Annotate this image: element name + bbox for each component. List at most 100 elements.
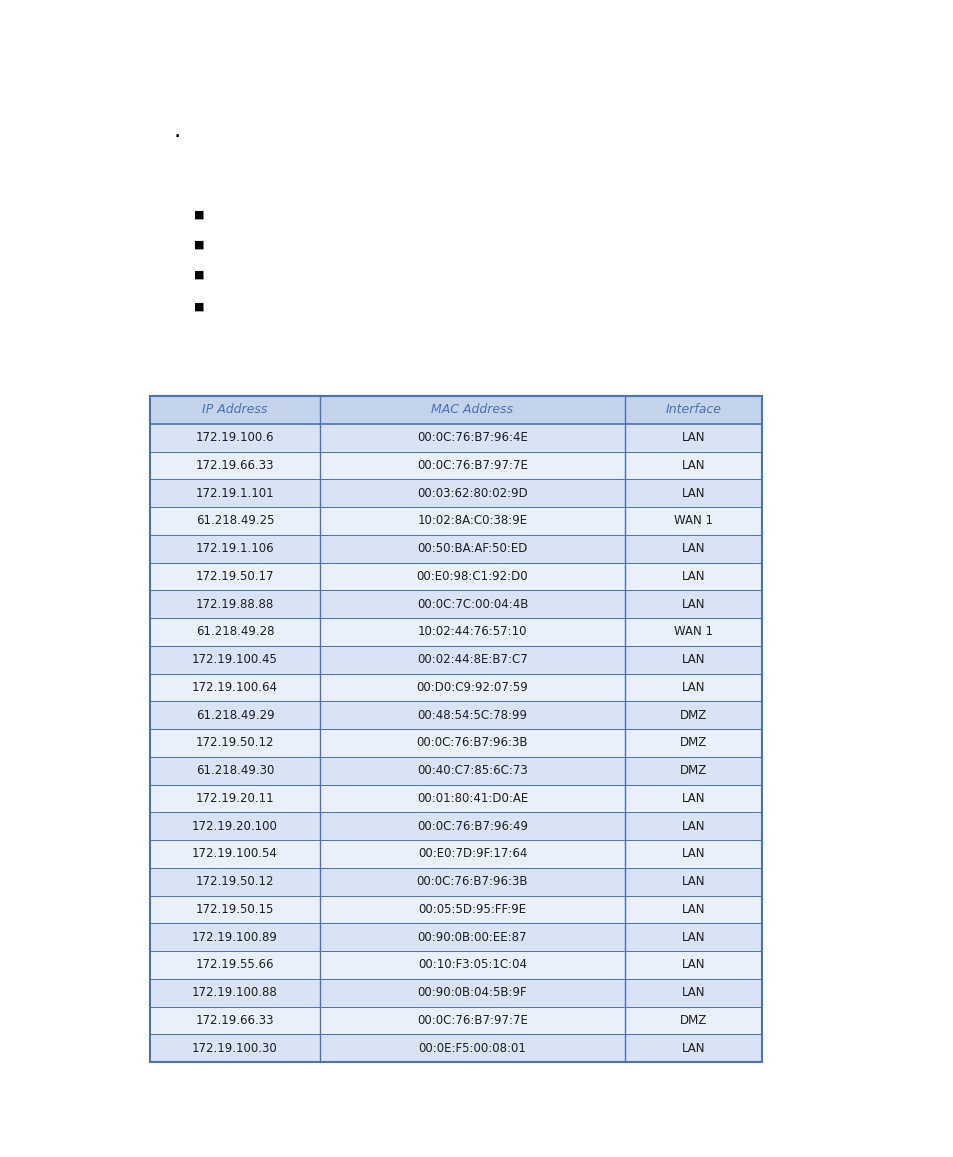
Text: 00:E0:98:C1:92:D0: 00:E0:98:C1:92:D0 (416, 570, 528, 583)
Text: IP Address: IP Address (202, 404, 268, 417)
Text: 00:0C:76:B7:96:49: 00:0C:76:B7:96:49 (416, 819, 527, 833)
Bar (150, 923, 761, 951)
Bar (150, 951, 761, 979)
Text: MAC Address: MAC Address (431, 404, 513, 417)
Text: 00:0E:F5:00:08:01: 00:0E:F5:00:08:01 (418, 1041, 526, 1055)
Bar (150, 868, 761, 896)
Text: 61.218.49.29: 61.218.49.29 (195, 708, 274, 722)
Text: 00:10:F3:05:1C:04: 00:10:F3:05:1C:04 (417, 958, 526, 972)
Text: 172.19.50.17: 172.19.50.17 (195, 570, 274, 583)
Text: LAN: LAN (681, 543, 704, 555)
Text: 00:50:BA:AF:50:ED: 00:50:BA:AF:50:ED (416, 543, 527, 555)
Bar (150, 423, 761, 451)
Bar (150, 673, 761, 701)
Text: LAN: LAN (681, 875, 704, 889)
Text: 172.19.66.33: 172.19.66.33 (195, 459, 274, 472)
Text: LAN: LAN (681, 791, 704, 805)
Bar (150, 840, 761, 868)
Bar (150, 896, 761, 923)
Text: LAN: LAN (681, 432, 704, 444)
Text: 00:02:44:8E:B7:C7: 00:02:44:8E:B7:C7 (416, 653, 527, 666)
Text: 172.19.100.30: 172.19.100.30 (192, 1041, 277, 1055)
Text: 172.19.100.89: 172.19.100.89 (192, 930, 277, 944)
Text: WAN 1: WAN 1 (673, 626, 712, 639)
Text: ■: ■ (193, 302, 204, 312)
Text: 00:0C:7C:00:04:4B: 00:0C:7C:00:04:4B (416, 598, 528, 611)
Text: WAN 1: WAN 1 (673, 515, 712, 528)
Text: 00:E0:7D:9F:17:64: 00:E0:7D:9F:17:64 (417, 847, 527, 861)
Text: 00:03:62:80:02:9D: 00:03:62:80:02:9D (416, 487, 527, 500)
Text: 00:0C:76:B7:96:3B: 00:0C:76:B7:96:3B (416, 875, 528, 889)
Text: LAN: LAN (681, 930, 704, 944)
Text: 172.19.100.88: 172.19.100.88 (192, 986, 277, 1000)
Bar (150, 1007, 761, 1034)
Text: 172.19.100.64: 172.19.100.64 (192, 680, 277, 694)
Text: 172.19.20.11: 172.19.20.11 (195, 791, 274, 805)
Text: 00:90:0B:04:5B:9F: 00:90:0B:04:5B:9F (417, 986, 527, 1000)
Text: 172.19.20.100: 172.19.20.100 (192, 819, 277, 833)
Text: LAN: LAN (681, 570, 704, 583)
Text: 00:48:54:5C:78:99: 00:48:54:5C:78:99 (417, 708, 527, 722)
Text: LAN: LAN (681, 819, 704, 833)
Bar (150, 396, 761, 1062)
Text: LAN: LAN (681, 1041, 704, 1055)
Text: 00:05:5D:95:FF:9E: 00:05:5D:95:FF:9E (418, 902, 526, 916)
Text: LAN: LAN (681, 958, 704, 972)
Text: DMZ: DMZ (679, 708, 706, 722)
Text: 00:0C:76:B7:97:7E: 00:0C:76:B7:97:7E (416, 1014, 527, 1027)
Text: 172.19.1.101: 172.19.1.101 (195, 487, 274, 500)
Text: 172.19.50.15: 172.19.50.15 (195, 902, 274, 916)
Bar (150, 451, 761, 479)
Text: 00:0C:76:B7:96:4E: 00:0C:76:B7:96:4E (416, 432, 527, 444)
Text: ■: ■ (193, 270, 204, 280)
Bar (150, 562, 761, 590)
Text: 172.19.100.6: 172.19.100.6 (195, 432, 274, 444)
Text: ■: ■ (193, 239, 204, 250)
Text: LAN: LAN (681, 680, 704, 694)
Text: 00:01:80:41:D0:AE: 00:01:80:41:D0:AE (416, 791, 528, 805)
Text: 172.19.1.106: 172.19.1.106 (195, 543, 274, 555)
Text: 00:0C:76:B7:96:3B: 00:0C:76:B7:96:3B (416, 736, 528, 750)
Bar (150, 979, 761, 1007)
Bar (150, 812, 761, 840)
Bar (150, 507, 761, 535)
Text: .: . (174, 126, 180, 140)
Text: LAN: LAN (681, 902, 704, 916)
Text: 172.19.100.54: 172.19.100.54 (192, 847, 277, 861)
Text: 172.19.50.12: 172.19.50.12 (195, 875, 274, 889)
Text: DMZ: DMZ (679, 1014, 706, 1027)
Text: DMZ: DMZ (679, 736, 706, 750)
Text: 61.218.49.28: 61.218.49.28 (195, 626, 274, 639)
Text: LAN: LAN (681, 598, 704, 611)
Bar (150, 784, 761, 812)
Bar (150, 590, 761, 618)
Bar (150, 701, 761, 729)
Text: 10:02:8A:C0:38:9E: 10:02:8A:C0:38:9E (417, 515, 527, 528)
Bar (150, 479, 761, 507)
Bar (150, 396, 761, 423)
Text: ■: ■ (193, 211, 204, 220)
Text: 00:40:C7:85:6C:73: 00:40:C7:85:6C:73 (416, 764, 527, 778)
Text: LAN: LAN (681, 459, 704, 472)
Text: 00:90:0B:00:EE:87: 00:90:0B:00:EE:87 (417, 930, 527, 944)
Text: 00:0C:76:B7:97:7E: 00:0C:76:B7:97:7E (416, 459, 527, 472)
Text: LAN: LAN (681, 487, 704, 500)
Bar (150, 646, 761, 673)
Text: Interface: Interface (665, 404, 720, 417)
Text: LAN: LAN (681, 847, 704, 861)
Text: 172.19.50.12: 172.19.50.12 (195, 736, 274, 750)
Text: 172.19.100.45: 172.19.100.45 (192, 653, 277, 666)
Text: 172.19.66.33: 172.19.66.33 (195, 1014, 274, 1027)
Bar (150, 1034, 761, 1062)
Text: LAN: LAN (681, 986, 704, 1000)
Text: LAN: LAN (681, 653, 704, 666)
Text: DMZ: DMZ (679, 764, 706, 778)
Bar (150, 535, 761, 562)
Text: 172.19.88.88: 172.19.88.88 (195, 598, 274, 611)
Text: 00:D0:C9:92:07:59: 00:D0:C9:92:07:59 (416, 680, 528, 694)
Bar (150, 618, 761, 646)
Bar (150, 757, 761, 784)
Text: 61.218.49.30: 61.218.49.30 (195, 764, 274, 778)
Text: 61.218.49.25: 61.218.49.25 (195, 515, 274, 528)
Text: 172.19.55.66: 172.19.55.66 (195, 958, 274, 972)
